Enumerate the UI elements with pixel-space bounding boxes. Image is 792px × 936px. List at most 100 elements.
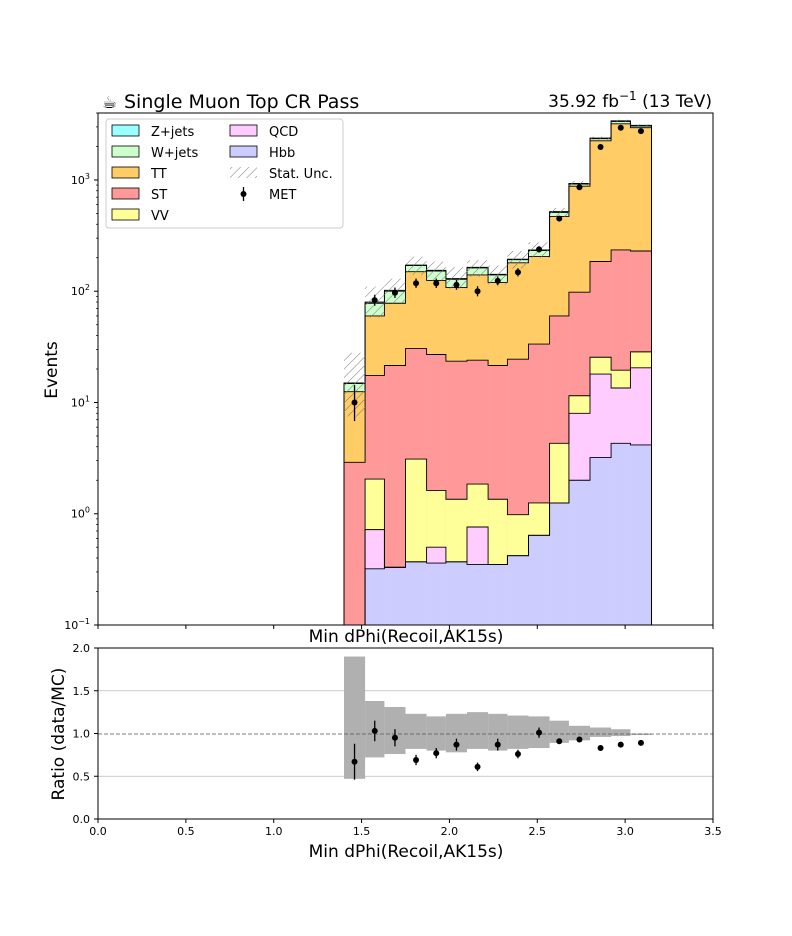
ratio-point-9: [536, 729, 543, 736]
bar-hbb-4: [426, 563, 446, 625]
stat-unc-bin-13: [611, 119, 631, 123]
lumi-exponent: −1: [619, 89, 637, 103]
ratio-grid: [98, 690, 713, 777]
bar-hbb-6: [467, 564, 489, 625]
legend-item-met: MET: [240, 187, 296, 203]
legend-label: MET: [269, 188, 296, 203]
ratio-point-5: [453, 741, 460, 748]
legend-label: TT: [150, 167, 167, 182]
bar-hbb-7: [488, 564, 508, 625]
stat-unc-band: [344, 119, 652, 417]
legend-swatch: [229, 145, 258, 158]
title-group: ☕ Single Muon Top CR Pass: [102, 91, 359, 113]
ratio-xtick-label-7: 3.5: [704, 825, 722, 838]
lumi-value: 35.92: [548, 92, 597, 112]
legend-marker: [240, 191, 247, 197]
ratio-xtick-label-1: 0.5: [177, 825, 195, 838]
ratio-band-bin-5: [445, 713, 467, 753]
stat-unc-bin-11: [568, 180, 590, 187]
ratio-unc-band: [344, 656, 652, 779]
stacked-histogram: [343, 120, 652, 626]
legend-label: Z+jets: [151, 125, 195, 140]
ratio-point-11: [576, 736, 583, 743]
ratio-xtick-label-0: 0.0: [89, 825, 107, 838]
legend-item-vv: VV: [111, 208, 169, 224]
legend-box: [105, 118, 344, 229]
lumi-label: 35.92 fb−1 (13 TeV): [548, 89, 712, 112]
stat-unc-bin-12: [590, 136, 612, 140]
bar-hbb-8: [507, 555, 529, 625]
lumi-unit: fb: [602, 92, 619, 112]
legend-item-tt: TT: [111, 166, 167, 182]
main-x-ticks: [97, 625, 714, 629]
main-y-ticks: 10−1 100 101 102 103: [64, 112, 98, 632]
ratio-x-ticks: 0.0 0.5 1.0 1.5 2.0 2.5 3.0 3.5: [89, 819, 722, 838]
data-point-7: [494, 277, 501, 284]
legend-label: VV: [151, 209, 169, 224]
ratio-ytick-label-1: 0.5: [73, 770, 91, 783]
stat-unc-bin-10: [549, 207, 569, 217]
chart-title: Single Muon Top CR Pass: [124, 91, 359, 113]
ratio-point-8: [514, 751, 521, 758]
main-ytick-label-0: 10−1: [64, 617, 90, 632]
ratio-ytick-label-3: 1.5: [73, 685, 91, 698]
ratio-point-14: [637, 739, 644, 746]
stat-unc-bin-6: [467, 260, 489, 277]
ratio-band-bin-8: [507, 715, 529, 749]
data-point-13: [617, 124, 624, 131]
data-point-8: [514, 269, 521, 276]
ratio-point-12: [597, 745, 604, 752]
bar-hbb-13: [611, 443, 631, 625]
legend-item-qcd: QCD: [229, 124, 298, 140]
bar-hbb-3: [405, 561, 427, 625]
ratio-band-bin-13: [611, 729, 631, 737]
legend-label: W+jets: [151, 146, 198, 161]
ratio-plot-panel: 0.0 0.5 1.0 1.5 2.0 0.0 0.5 1.0 1.5 2.0 2.5 3.0 3.5…: [49, 642, 722, 862]
legend-swatch-hatch: [230, 167, 257, 178]
legend-item-stat-unc-: Stat. Unc.: [230, 167, 333, 182]
legend-label: ST: [151, 188, 167, 203]
ratio-ytick-label-4: 2.0: [73, 642, 91, 655]
main-x-axis-label: Min dPhi(Recoil,AK15s): [309, 627, 504, 647]
ratio-point-2: [391, 734, 398, 741]
ratio-ytick-label-2: 1.0: [73, 728, 91, 741]
data-point-4: [433, 280, 440, 287]
ratio-xtick-label-6: 3.0: [616, 825, 634, 838]
ratio-band-bin-10: [549, 720, 569, 743]
ratio-x-axis-label: Min dPhi(Recoil,AK15s): [309, 842, 504, 862]
ratio-xtick-label-4: 2.0: [441, 825, 459, 838]
stat-unc-bin-0: [344, 352, 366, 417]
ratio-point-1: [371, 727, 378, 734]
ratio-y-axis-label: Ratio (data/MC): [49, 668, 69, 801]
bar-st-2: [384, 365, 406, 625]
ratio-ytick-label-0: 0.0: [73, 813, 91, 826]
ratio-y-ticks: 0.0 0.5 1.0 1.5 2.0: [73, 642, 98, 826]
series-hbb: [365, 443, 652, 625]
legend-swatch: [111, 166, 140, 179]
data-point-12: [597, 143, 604, 150]
main-ytick-label-1: 100: [71, 506, 90, 521]
data-point-14: [637, 128, 644, 135]
bar-hbb-2: [384, 567, 406, 625]
legend-item-z-jets: Z+jets: [111, 124, 195, 140]
main-ytick-label-2: 101: [71, 394, 90, 409]
outline-vv: [344, 351, 652, 626]
ratio-point-13: [617, 741, 624, 748]
bar-hbb-5: [445, 561, 467, 625]
data-point-5: [453, 281, 460, 288]
stat-unc-bin-4: [426, 261, 446, 281]
main-plot-panel: 10−1 100 101 102 103 Events Min dPhi(Recoil,…: [42, 112, 714, 647]
bar-hbb-1: [365, 568, 385, 625]
data-point-0: [351, 399, 358, 406]
bar-hbb-14: [630, 444, 652, 625]
ratio-points: [351, 720, 644, 780]
bar-hbb-10: [549, 502, 569, 625]
bar-hbb-11: [568, 480, 590, 625]
main-ytick-label-4: 103: [71, 172, 90, 187]
legend-item-st: ST: [111, 187, 167, 203]
ratio-point-6: [474, 763, 481, 770]
stat-unc-bin-5: [445, 267, 467, 289]
lumi-energy: (13 TeV): [642, 92, 712, 112]
stat-unc-bin-14: [630, 124, 652, 127]
